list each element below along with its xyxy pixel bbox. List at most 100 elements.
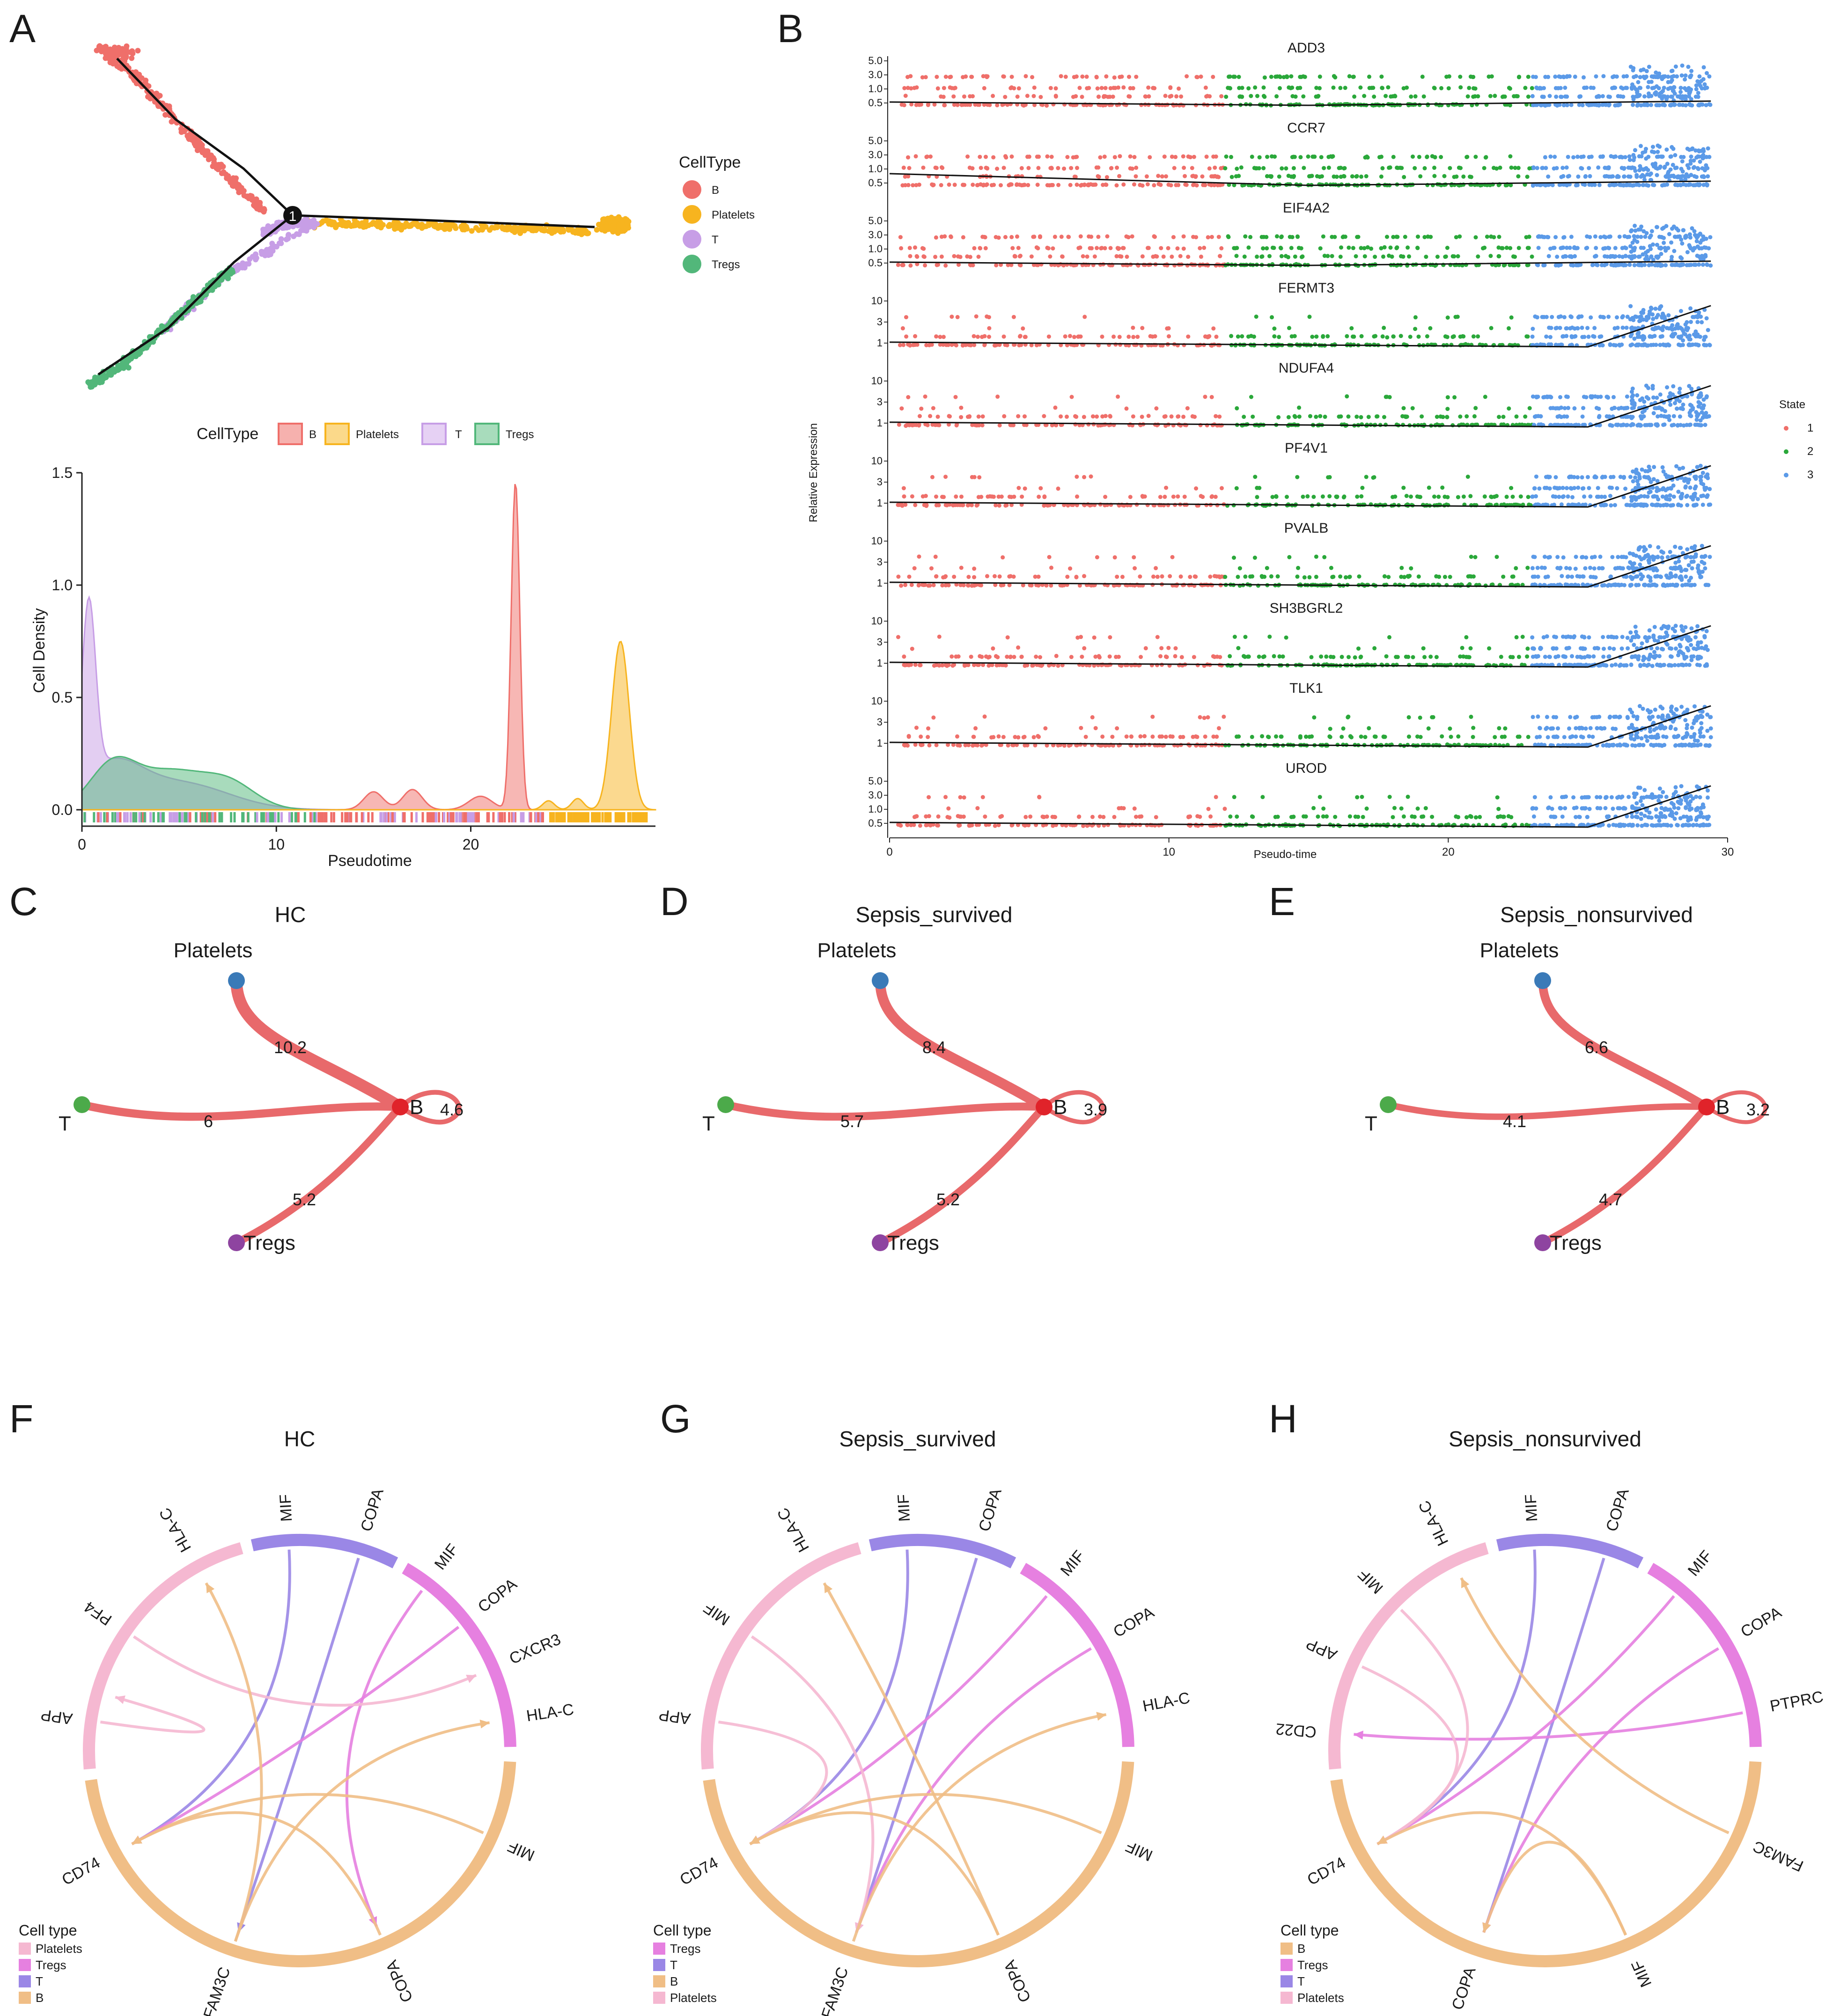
density-legend-title: CellType (197, 425, 258, 443)
gene-dot (1005, 343, 1009, 347)
gene-dot (1473, 86, 1478, 91)
gene-dot (1367, 74, 1371, 79)
density-rug-tick (320, 812, 323, 822)
gene-dot (1565, 74, 1569, 79)
gene-dot (1135, 335, 1140, 339)
gene-dot (930, 182, 935, 187)
gene-dot (1562, 182, 1567, 187)
gene-dot (1264, 235, 1269, 239)
gene-dot (1493, 94, 1497, 98)
gene-dot (1262, 75, 1267, 80)
gene-dot (1564, 165, 1569, 170)
density-rug-tick (443, 812, 446, 822)
gene-dot (1494, 166, 1499, 171)
gene-dot (979, 166, 983, 170)
gene-dot (1291, 154, 1296, 159)
density-legend-label-platelets: Platelets (356, 428, 399, 441)
gene-dot (1009, 85, 1014, 90)
gene-dot (1001, 334, 1006, 339)
gene-dot (1276, 415, 1281, 419)
trajectory-point (612, 217, 618, 223)
gene-dot (1467, 86, 1472, 90)
gene-dot (1695, 253, 1700, 258)
gene-name: NDUFA4 (1279, 360, 1334, 376)
gene-dot (1555, 406, 1560, 411)
gene-dot (918, 414, 922, 418)
density-xtick-label: 0 (78, 836, 86, 853)
gene-dot (1016, 414, 1021, 418)
gene-dot (1513, 166, 1517, 170)
gene-ytick-label: 10 (871, 375, 883, 387)
gene-dot (1658, 264, 1663, 268)
gene-dot (1257, 155, 1262, 160)
trajectory-point (525, 224, 531, 230)
gene-dot (961, 75, 965, 80)
gene-dot (1461, 174, 1466, 179)
gene-dot (920, 246, 925, 250)
gene-dot (1627, 235, 1632, 239)
gene-dot (1446, 86, 1451, 91)
gene-dot (1322, 166, 1326, 170)
gene-dot (1670, 263, 1674, 267)
gene-dot (1102, 94, 1106, 98)
trajectory-point (363, 218, 369, 224)
gene-dot (962, 183, 967, 187)
density-rug-tick (277, 812, 280, 822)
trajectory-point (580, 229, 586, 235)
gene-dot (1687, 333, 1692, 338)
gene-dot (1670, 68, 1675, 73)
trajectory-point (133, 81, 140, 87)
gene-dot (1647, 91, 1651, 96)
gene-dot (1104, 183, 1109, 187)
gene-dot (1011, 315, 1016, 319)
gene-dot (1641, 334, 1645, 338)
gene-dot (905, 75, 910, 79)
gene-dot (1670, 78, 1674, 82)
gene-dot (952, 103, 957, 107)
gene-dot (1379, 246, 1383, 250)
gene-dot (1654, 70, 1658, 75)
gene-dot (1703, 423, 1707, 427)
density-rug-tick (508, 812, 511, 822)
gene-dot (1662, 235, 1666, 240)
gene-dot (1685, 263, 1689, 267)
gene-dot (1523, 414, 1528, 419)
density-rug-tick (195, 812, 198, 822)
gene-dot (1001, 166, 1006, 170)
gene-dot (1680, 169, 1685, 174)
gene-dot (1548, 406, 1553, 411)
gene-dot (1544, 166, 1548, 170)
trajectory-point (499, 224, 505, 230)
gene-dot (1193, 174, 1198, 179)
gene-dot (1178, 254, 1183, 258)
gene-dot (1297, 414, 1302, 419)
density-rug-tick (309, 812, 312, 822)
gene-dot (1169, 414, 1174, 419)
gene-dot (1101, 183, 1105, 187)
gene-dot (1636, 80, 1641, 84)
gene-dot (1095, 246, 1099, 250)
gene-dot (1296, 246, 1301, 250)
gene-dot (1359, 415, 1363, 419)
gene-dot (1612, 343, 1616, 347)
gene-dot (1628, 304, 1633, 308)
gene-dot (1235, 167, 1239, 171)
gene-dot (1482, 166, 1486, 170)
gene-dot (1540, 315, 1545, 319)
gene-dot (1612, 183, 1617, 187)
gene-dot (1585, 326, 1590, 330)
trajectory-point (239, 264, 245, 271)
gene-dot (1018, 334, 1022, 339)
gene-dot (1591, 334, 1596, 338)
gene-dot (907, 246, 912, 250)
gene-dot (1592, 326, 1597, 330)
gene-dot (1641, 183, 1645, 187)
gene-dot (1295, 235, 1300, 239)
gene-dot (1034, 245, 1039, 250)
gene-dot (1649, 343, 1654, 347)
gene-name: CCR7 (1287, 120, 1325, 136)
gene-dot (1280, 234, 1284, 239)
gene-dot (1395, 235, 1400, 239)
gene-dot (1531, 103, 1536, 108)
gene-dot (1583, 174, 1588, 179)
